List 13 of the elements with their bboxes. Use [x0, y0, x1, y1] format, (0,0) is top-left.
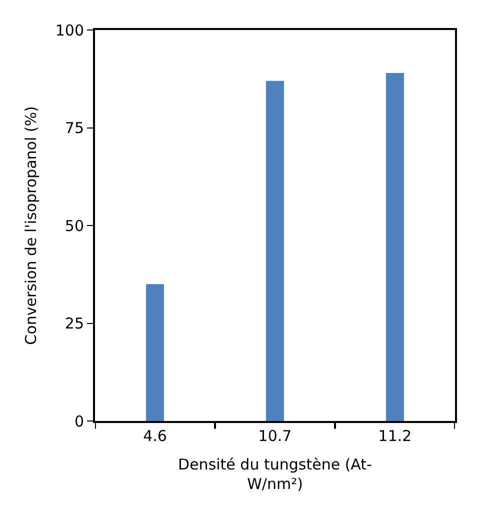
bar — [146, 284, 164, 421]
y-tick-label: 75 — [64, 119, 84, 137]
y-tick-label: 100 — [55, 21, 84, 40]
x-axis-title: Densité du tungstène (At-W/nm²) — [178, 456, 372, 493]
y-tick-label: 0 — [74, 412, 84, 430]
x-tick-label: 4.6 — [143, 427, 167, 445]
y-tick-label: 25 — [64, 314, 84, 332]
bar — [386, 73, 404, 421]
y-axis-title: Conversion de l'isopropanol (%) — [22, 106, 40, 345]
bar — [266, 80, 284, 421]
y-tick-label: 50 — [64, 216, 84, 235]
x-tick-label: 10.7 — [258, 427, 292, 445]
x-tick-label: 11.2 — [378, 427, 412, 445]
